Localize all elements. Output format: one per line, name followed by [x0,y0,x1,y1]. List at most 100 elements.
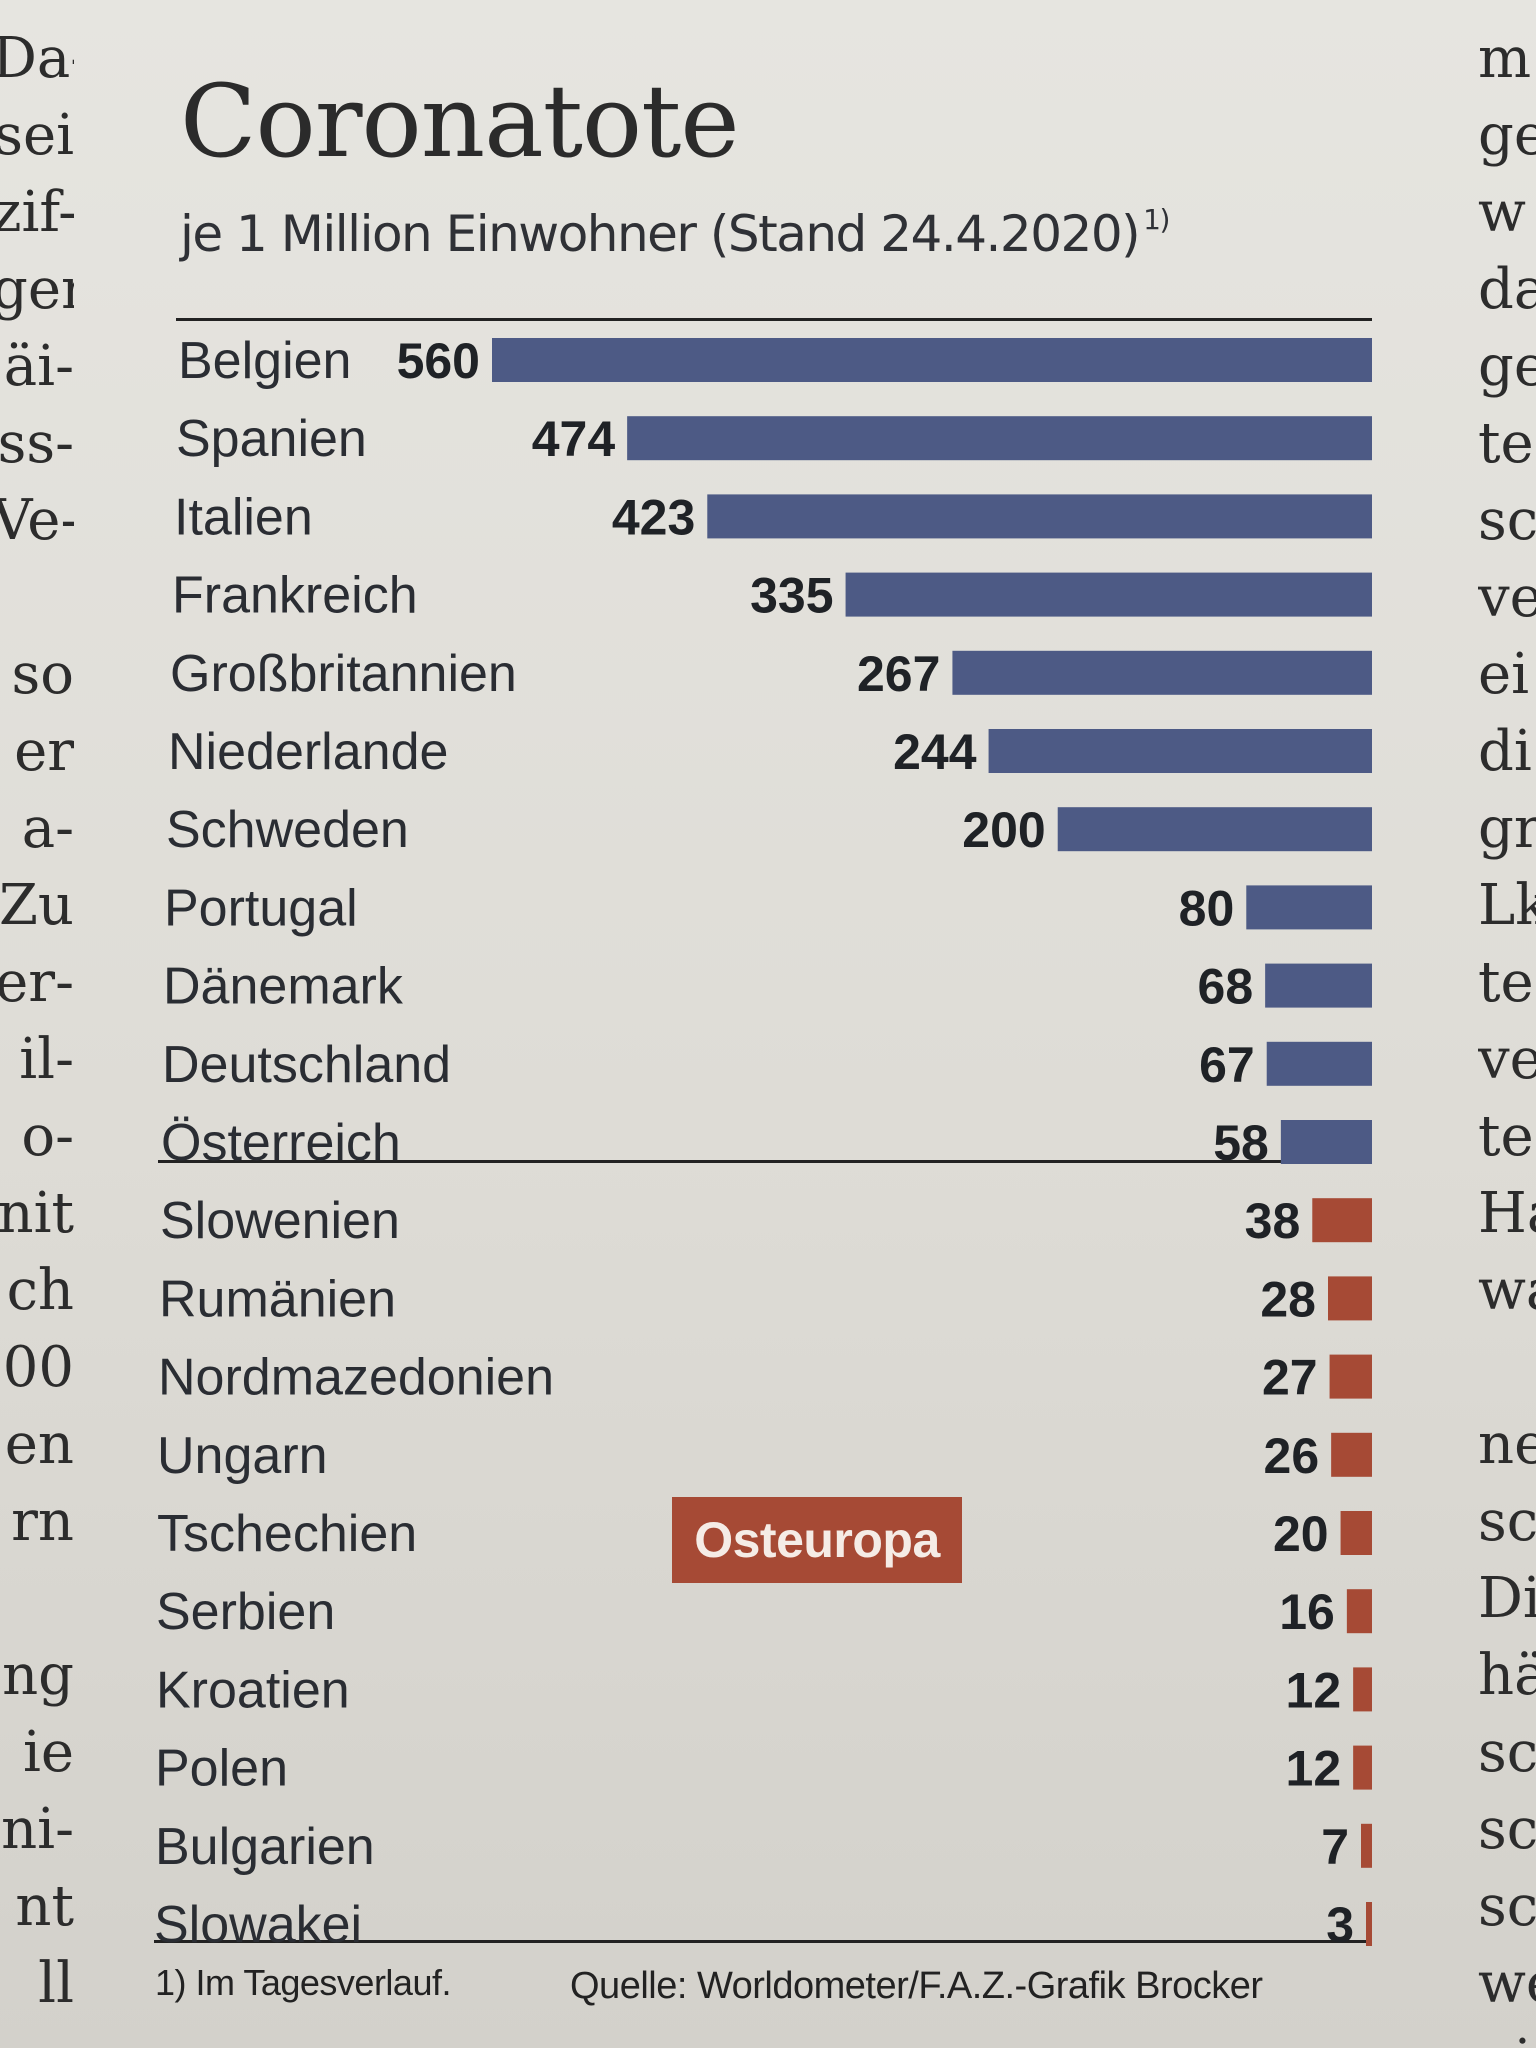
column-fragment: sc [1478,1489,1536,1554]
bar [1328,1276,1372,1321]
column-fragment: Ve- [0,488,74,553]
column-fragment: hä [1478,1643,1536,1708]
category-label: Deutschland [162,1036,451,1094]
category-label: Niederlande [168,723,448,781]
column-fragment: nit [0,1181,74,1246]
column-fragment: te [1478,950,1534,1015]
bar [1246,885,1372,930]
value-label: 38 [1245,1193,1301,1249]
bar [1340,1511,1372,1555]
category-label: Tschechien [157,1505,417,1563]
bottom-rule [154,1940,1372,1943]
footnote: 1) Im Tagesverlauf. [155,1962,451,2003]
column-fragment: er [14,719,74,784]
value-label: 423 [612,489,695,545]
chart-subtitle: je 1 Million Einwohner (Stand 24.4.2020)… [180,190,1170,264]
bar [1329,1354,1372,1399]
value-label: 267 [857,646,940,702]
category-label: Ungarn [157,1427,328,1485]
column-fragment: ge [1478,103,1536,168]
value-label: 12 [1286,1741,1342,1797]
bar [1312,1198,1372,1243]
bar [1331,1432,1372,1477]
column-fragment: da [1478,257,1536,322]
column-fragment: te [1478,1104,1534,1169]
column-fragment: n [0,2022,74,2048]
column-fragment: we [1478,1951,1536,2016]
value-label: 474 [532,411,616,467]
column-fragment: sc [1478,488,1536,553]
value-label: 58 [1213,1115,1269,1171]
column-fragment: wa [1478,1258,1536,1323]
value-label: 67 [1199,1037,1255,1093]
column-fragment: er- [0,950,74,1015]
column-fragment: sc [1478,1720,1536,1785]
bar [1361,1823,1372,1868]
group-divider-rule [158,1160,1372,1163]
column-fragment: Da- [0,26,74,91]
adjacent-column-left: Da-seizif-geräi-ss-Ve-soera-Zuer-il-o-ni… [0,20,74,2048]
column-fragment: gi [1478,2022,1536,2048]
category-label: Schweden [166,801,409,859]
column-fragment: ni- [1,1797,74,1862]
column-fragment: te [1478,411,1534,476]
category-label: Bulgarien [155,1818,375,1876]
column-fragment: 00 [2,1335,74,1400]
column-fragment: äi- [3,334,74,399]
bar [988,729,1372,773]
chart-title: Coronatote [180,63,740,180]
column-fragment: ne [1478,1412,1536,1477]
column-fragment: Ha [1478,1181,1536,1246]
source-credit: Quelle: Worldometer/F.A.Z.-Grafik Brocke… [570,1965,1263,2007]
category-label: Serbien [156,1583,335,1641]
column-fragment: ss- [0,411,74,476]
column-fragment: so [11,642,74,707]
value-label: 335 [750,568,833,624]
category-label: Rumänien [159,1270,396,1328]
column-fragment: sc [1478,1874,1536,1939]
column-fragment: ve [1478,565,1536,630]
column-fragment: ve [1478,1027,1536,1092]
category-label: Frankreich [172,567,418,625]
column-fragment: di [1478,719,1532,784]
bar [1266,1041,1372,1086]
bar [1353,1745,1372,1790]
osteuropa-badge: Osteuropa [672,1497,962,1583]
column-fragment: Zu [0,873,74,938]
column-fragment: ie [22,1720,74,1785]
value-label: 560 [397,333,480,389]
column-fragment: rn [11,1489,74,1554]
category-label: Kroatien [156,1661,350,1719]
bar [1265,963,1372,1008]
column-fragment: ch [6,1258,74,1323]
column-fragment: sc [1478,1797,1536,1862]
bar [1280,1120,1372,1164]
value-label: 80 [1179,880,1235,936]
column-fragment: Di [1478,1566,1536,1631]
column-fragment: ll [38,1951,74,2016]
value-label: 16 [1279,1584,1335,1640]
category-label: Italien [174,488,313,546]
bar [952,650,1372,695]
column-fragment: o- [21,1104,74,1169]
value-label: 3 [1326,1897,1354,1953]
column-fragment: zif- [0,180,74,245]
column-fragment: sei [0,103,74,168]
subtitle-text: je 1 Million Einwohner (Stand 24.4.2020) [180,205,1141,263]
column-fragment: ger [0,257,74,322]
value-label: 20 [1273,1506,1329,1562]
bar [1346,1589,1372,1634]
column-fragment: ge [1478,334,1536,399]
value-label: 26 [1264,1428,1320,1484]
value-label: 7 [1321,1819,1349,1875]
category-label: Slowenien [160,1192,400,1250]
category-label: Spanien [176,410,367,468]
column-fragment: gr [1478,796,1536,861]
category-label: Portugal [164,879,358,937]
subtitle-footnote-marker: 1) [1143,203,1170,236]
column-fragment: a- [21,796,74,861]
column-fragment: il- [19,1027,74,1092]
top-rule [176,318,1372,321]
